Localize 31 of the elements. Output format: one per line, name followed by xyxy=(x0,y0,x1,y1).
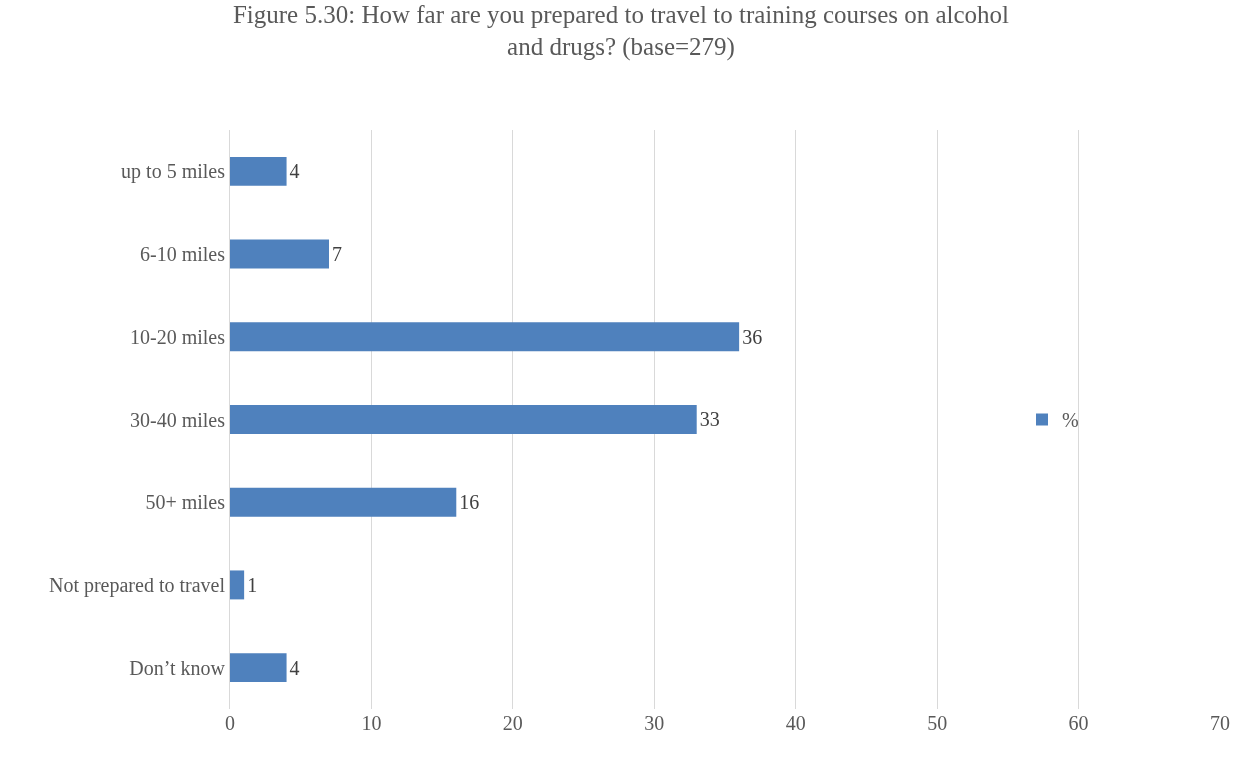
x-tick-label: 40 xyxy=(785,712,806,734)
y-tick-label: Don’t know xyxy=(129,656,226,679)
y-tick-label: 6-10 miles xyxy=(140,243,226,266)
y-tick-label: up to 5 miles xyxy=(121,160,226,184)
bar xyxy=(230,653,287,683)
y-tick-label: Not prepared to travel xyxy=(48,573,226,597)
data-label: 7 xyxy=(332,243,342,266)
bar xyxy=(230,570,245,600)
y-tick-label: 50+ miles xyxy=(145,491,226,514)
bar xyxy=(230,405,697,434)
x-tick-label: 0 xyxy=(225,712,235,734)
data-label: 4 xyxy=(289,160,300,183)
y-tick-label: 30-40 miles xyxy=(130,408,226,431)
bar xyxy=(230,322,740,352)
y-tick-label: 10-20 miles xyxy=(130,325,226,348)
data-label: 33 xyxy=(699,408,720,431)
bar xyxy=(230,239,329,269)
data-label: 1 xyxy=(247,573,258,596)
data-label: 16 xyxy=(459,491,480,514)
x-tick-label: 70 xyxy=(1210,712,1230,734)
legend-label: % xyxy=(1062,409,1079,432)
x-tick-label: 50 xyxy=(927,712,948,734)
chart-title: Figure 5.30: How far are you prepared to travel to training courses on alcohol and drugs? (base=279) xyxy=(232,0,1010,62)
x-tick-label: 20 xyxy=(502,712,523,734)
x-tick-label: 60 xyxy=(1068,712,1089,734)
data-label: 4 xyxy=(289,656,300,679)
bar xyxy=(230,487,457,517)
data-label: 36 xyxy=(742,325,763,348)
x-tick-label: 30 xyxy=(644,712,665,734)
bar xyxy=(230,156,287,186)
x-tick-label: 10 xyxy=(361,712,382,734)
